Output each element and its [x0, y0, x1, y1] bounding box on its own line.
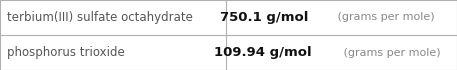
Text: 109.94 g/mol: 109.94 g/mol: [214, 46, 311, 59]
Text: (grams per mole): (grams per mole): [340, 48, 440, 57]
Text: (grams per mole): (grams per mole): [334, 13, 434, 22]
Text: terbium(III) sulfate octahydrate: terbium(III) sulfate octahydrate: [7, 11, 193, 24]
Text: phosphorus trioxide: phosphorus trioxide: [7, 46, 125, 59]
Text: 750.1 g/mol: 750.1 g/mol: [220, 11, 308, 24]
